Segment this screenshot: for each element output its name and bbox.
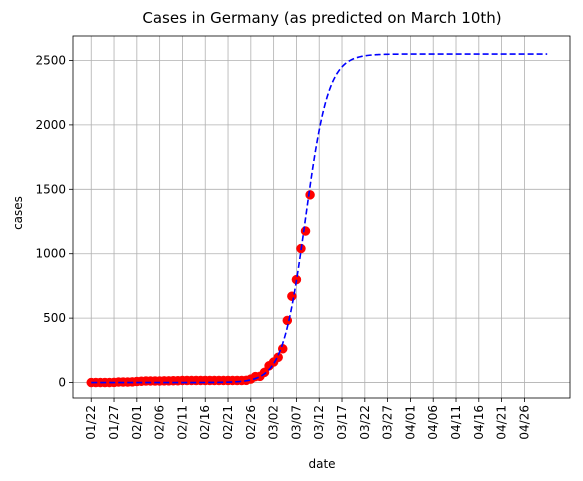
y-tick-label: 1500 bbox=[35, 182, 66, 196]
x-tick-label: 04/01 bbox=[403, 405, 417, 440]
axes-frame bbox=[72, 35, 571, 399]
grid bbox=[73, 36, 570, 398]
x-tick-label: 04/06 bbox=[426, 405, 440, 440]
y-tick-label: 2000 bbox=[35, 118, 66, 132]
axes-border bbox=[72, 35, 571, 399]
x-tick-label: 03/12 bbox=[312, 405, 326, 440]
x-tick-label: 03/02 bbox=[267, 405, 281, 440]
x-tick-label: 02/01 bbox=[130, 405, 144, 440]
x-tick-label: 01/22 bbox=[84, 405, 98, 440]
x-tick-label: 02/11 bbox=[175, 405, 189, 440]
x-tick-label: 03/07 bbox=[289, 405, 303, 440]
x-tick-label: 03/27 bbox=[381, 405, 395, 440]
x-tick-label: 02/06 bbox=[153, 405, 167, 440]
plot-area bbox=[86, 53, 548, 388]
y-axis-label: cases bbox=[11, 196, 25, 230]
x-tick-label: 03/22 bbox=[358, 405, 372, 440]
x-tick-label: 02/21 bbox=[221, 405, 235, 440]
data-point bbox=[305, 190, 315, 200]
chart-title: Cases in Germany (as predicted on March … bbox=[142, 9, 501, 27]
data-point bbox=[300, 226, 311, 236]
x-tick-label: 02/26 bbox=[244, 405, 258, 440]
x-tick-label: 01/27 bbox=[107, 405, 121, 440]
y-tick-label: 500 bbox=[43, 311, 66, 325]
ticks: 01/22 01/27 02/01 02/06 02/11 02/16 02/21 02/26… bbox=[35, 53, 531, 439]
x-tick-label: 02/16 bbox=[198, 405, 212, 440]
x-tick-label: 04/16 bbox=[472, 405, 486, 440]
y-tick-label: 1000 bbox=[35, 247, 66, 261]
x-tick-label: 04/21 bbox=[495, 405, 509, 440]
y-tick-label: 0 bbox=[58, 376, 66, 390]
x-tick-label: 03/17 bbox=[335, 405, 349, 440]
x-axis-label: date bbox=[308, 457, 335, 471]
x-tick-label: 04/26 bbox=[517, 405, 531, 440]
y-tick-label: 2500 bbox=[35, 53, 66, 67]
x-tick-label: 04/11 bbox=[449, 405, 463, 440]
fit-line bbox=[91, 53, 548, 384]
